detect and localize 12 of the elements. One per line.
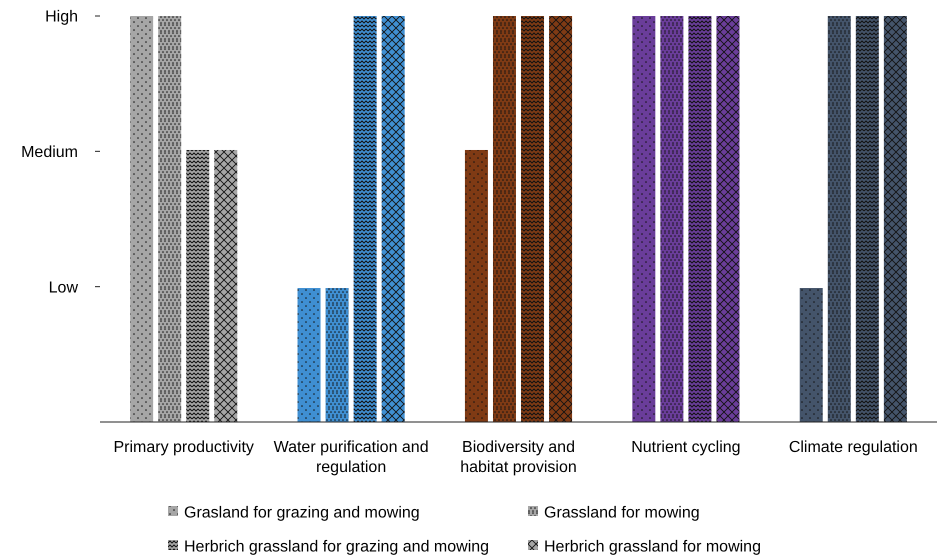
x-tick-label: Biodiversity and habitat provision bbox=[460, 439, 577, 476]
text: High bbox=[45, 8, 78, 26]
x-tick-label: Primary productivity bbox=[113, 439, 254, 456]
x-tick-label: Water purification and regulation bbox=[274, 439, 429, 476]
legend-label: Herbrich grassland for mowing bbox=[544, 538, 761, 556]
text: Low bbox=[48, 279, 78, 296]
text: Medium bbox=[21, 144, 78, 161]
legend-label: Herbrich grassland for grazing and mowing bbox=[184, 538, 490, 556]
legend-label: Grassland for mowing bbox=[544, 504, 700, 522]
legend-label: Grasland for grazing and mowing bbox=[184, 504, 420, 522]
x-tick-label: Nutrient cycling bbox=[631, 439, 741, 456]
x-tick-label: Climate regulation bbox=[788, 439, 918, 456]
